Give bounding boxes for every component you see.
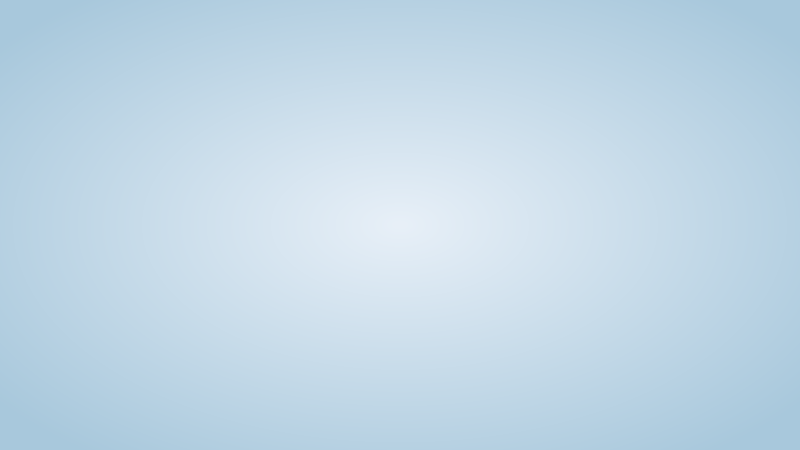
Text: Birth and Death Rates in Omaha: Birth and Death Rates in Omaha bbox=[258, 390, 550, 408]
Text: Metrics: Metrics bbox=[154, 68, 214, 86]
Bar bbox=[184, 211, 351, 256]
Text: 7.6: 7.6 bbox=[374, 306, 400, 324]
Bar bbox=[184, 293, 407, 338]
Bar bbox=[184, 129, 574, 174]
Text: 13.3: 13.3 bbox=[530, 143, 566, 161]
Text: 5.7: 5.7 bbox=[318, 225, 344, 243]
Text: Rate per
1,000
Population: Rate per 1,000 Population bbox=[633, 337, 706, 390]
